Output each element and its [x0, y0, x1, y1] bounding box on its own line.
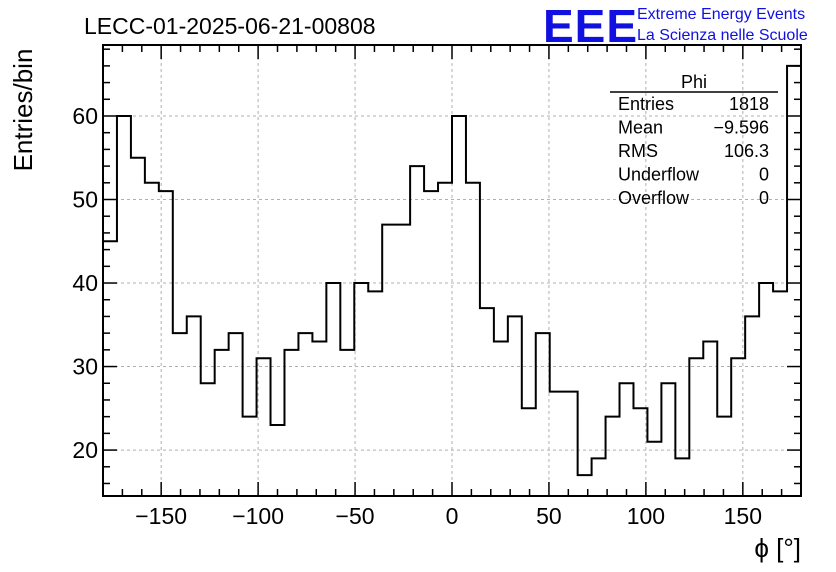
y-tick-label: 50 — [72, 187, 98, 213]
stats-value: 0 — [759, 188, 769, 208]
x-tick-label: 0 — [446, 503, 459, 529]
eee-logo: EEE Extreme Energy Events La Scienza nel… — [543, 0, 808, 52]
axis-ticks — [103, 45, 801, 496]
y-axis-label: Entries/bin — [8, 49, 38, 172]
x-tick-label: 150 — [724, 503, 762, 529]
y-tick-label: 20 — [72, 437, 98, 463]
y-tick-label: 60 — [72, 103, 98, 129]
grid — [103, 45, 801, 496]
stats-value: 106.3 — [724, 141, 769, 161]
chart-title: LECC-01-2025-06-21-00808 — [84, 13, 376, 39]
x-tick-label: −50 — [336, 503, 375, 529]
stats-label: RMS — [618, 141, 658, 161]
logo-line-2: La Scienza nelle Scuole — [637, 27, 808, 44]
stats-value: 0 — [759, 165, 769, 185]
logo-line-1: Extreme Energy Events — [637, 6, 805, 23]
stats-label: Underflow — [618, 165, 700, 185]
y-tick-label: 40 — [72, 270, 98, 296]
x-tick-label: 100 — [627, 503, 665, 529]
stats-value: 1818 — [729, 94, 769, 114]
stats-value: −9.596 — [713, 118, 769, 138]
stats-box-title: Phi — [681, 72, 707, 92]
histogram-series-line — [103, 64, 801, 477]
logo-mark: EEE — [543, 0, 638, 52]
y-tick-label: 30 — [72, 354, 98, 380]
stats-label: Mean — [618, 118, 663, 138]
x-tick-label: −100 — [232, 503, 284, 529]
stats-box: Phi Entries 1818 Mean −9.596 RMS 106.3 Underfl… — [610, 72, 778, 208]
stats-label: Entries — [618, 94, 674, 114]
tick-labels: −150 −100 −50 0 50 100 150 20 30 40 50 60 — [72, 103, 762, 529]
x-tick-label: −150 — [135, 503, 187, 529]
x-axis-label: ϕ [°] — [754, 533, 801, 563]
x-tick-label: 50 — [536, 503, 562, 529]
stats-label: Overflow — [618, 188, 690, 208]
